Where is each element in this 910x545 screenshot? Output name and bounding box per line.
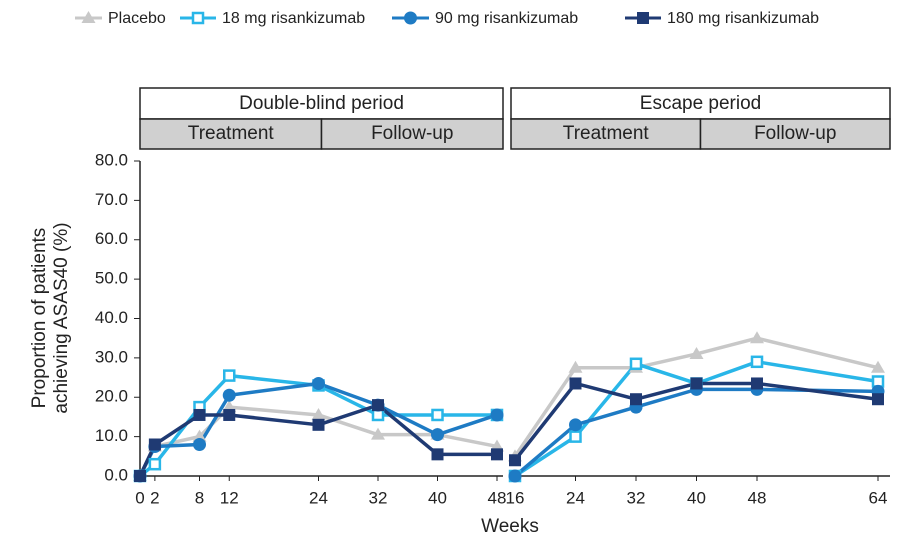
marker xyxy=(569,377,582,390)
phase-label: Treatment xyxy=(563,123,650,144)
marker xyxy=(690,377,703,390)
marker xyxy=(148,438,161,451)
x-tick-label: 2 xyxy=(150,488,159,507)
marker xyxy=(312,376,325,390)
y-axis-label-line: achieving ASAS40 (%) xyxy=(51,222,72,413)
marker xyxy=(223,408,236,421)
marker xyxy=(751,377,763,390)
marker xyxy=(193,438,206,451)
marker xyxy=(431,408,444,422)
series-line xyxy=(138,373,497,478)
marker xyxy=(372,399,384,412)
marker xyxy=(509,454,521,467)
legend-marker xyxy=(191,11,205,25)
y-tick-label: 40.0 xyxy=(95,308,128,327)
x-tick-label: 0 xyxy=(135,488,144,507)
marker xyxy=(312,418,325,431)
phase-box xyxy=(320,118,504,150)
marker xyxy=(629,357,643,371)
legend-marker xyxy=(404,11,417,25)
marker xyxy=(569,430,582,443)
x-tick-label: 40 xyxy=(687,488,706,507)
x-tick-label: 24 xyxy=(566,488,585,507)
marker xyxy=(371,427,385,440)
series-line xyxy=(138,403,497,477)
y-tick-label: 50.0 xyxy=(95,269,128,288)
legend-label: 90 mg risankizumab xyxy=(435,10,578,27)
y-tick-label: 60.0 xyxy=(95,229,128,248)
series-line xyxy=(513,387,879,478)
marker xyxy=(750,331,764,344)
marker xyxy=(568,360,583,373)
marker xyxy=(871,360,885,373)
phase-label: Follow-up xyxy=(371,123,453,144)
legend-label: 180 mg risankizumab xyxy=(667,10,819,27)
x-tick-label: 40 xyxy=(428,488,447,507)
marker xyxy=(750,355,764,369)
marker xyxy=(490,408,504,422)
x-tick-label: 32 xyxy=(627,488,646,507)
phase-label: Treatment xyxy=(188,123,275,144)
x-axis-label: Weeks xyxy=(481,516,539,537)
x-tick-label: 24 xyxy=(309,488,328,507)
series-line xyxy=(514,360,879,478)
marker xyxy=(689,346,704,359)
y-tick-label: 0.0 xyxy=(104,465,128,484)
y-tick-label: 20.0 xyxy=(95,387,128,406)
x-tick-label: 48 xyxy=(748,488,767,507)
y-axis-label-line: Proportion of patients xyxy=(29,228,50,409)
marker xyxy=(192,429,207,442)
legend-label: Placebo xyxy=(108,10,166,27)
marker xyxy=(508,469,522,483)
marker xyxy=(569,418,582,432)
phase-label: Follow-up xyxy=(754,123,836,144)
marker xyxy=(311,407,326,420)
x-tick-label: 64 xyxy=(869,488,888,507)
x-tick-label: 12 xyxy=(220,488,239,507)
marker xyxy=(193,408,206,421)
phase-box xyxy=(699,118,891,150)
x-tick-label: 48 xyxy=(488,488,507,507)
marker xyxy=(491,448,503,461)
y-tick-label: 30.0 xyxy=(95,347,128,366)
marker xyxy=(431,448,444,461)
x-tick-label: 32 xyxy=(369,488,388,507)
legend-marker xyxy=(637,12,649,24)
x-tick-label: 16 xyxy=(506,488,525,507)
marker xyxy=(872,393,884,406)
marker xyxy=(223,369,236,382)
header-box xyxy=(510,87,891,120)
legend-label: 18 mg risankizumab xyxy=(222,10,365,27)
series-line xyxy=(513,336,879,458)
y-tick-label: 80.0 xyxy=(95,150,128,169)
panel-title: Escape period xyxy=(640,93,761,114)
series-line xyxy=(513,381,879,462)
marker xyxy=(148,457,162,471)
series-line xyxy=(138,381,498,477)
marker xyxy=(134,470,146,482)
marker xyxy=(630,393,642,406)
header-box xyxy=(139,87,504,120)
legend-marker xyxy=(81,11,96,23)
marker xyxy=(431,428,444,442)
marker xyxy=(222,388,236,402)
y-tick-label: 70.0 xyxy=(95,190,128,209)
y-axis-label: Proportion of patients achieving ASAS40 … xyxy=(29,222,72,413)
panel-title: Double-blind period xyxy=(239,93,404,114)
y-tick-label: 10.0 xyxy=(95,426,128,445)
x-tick-label: 8 xyxy=(195,488,204,507)
